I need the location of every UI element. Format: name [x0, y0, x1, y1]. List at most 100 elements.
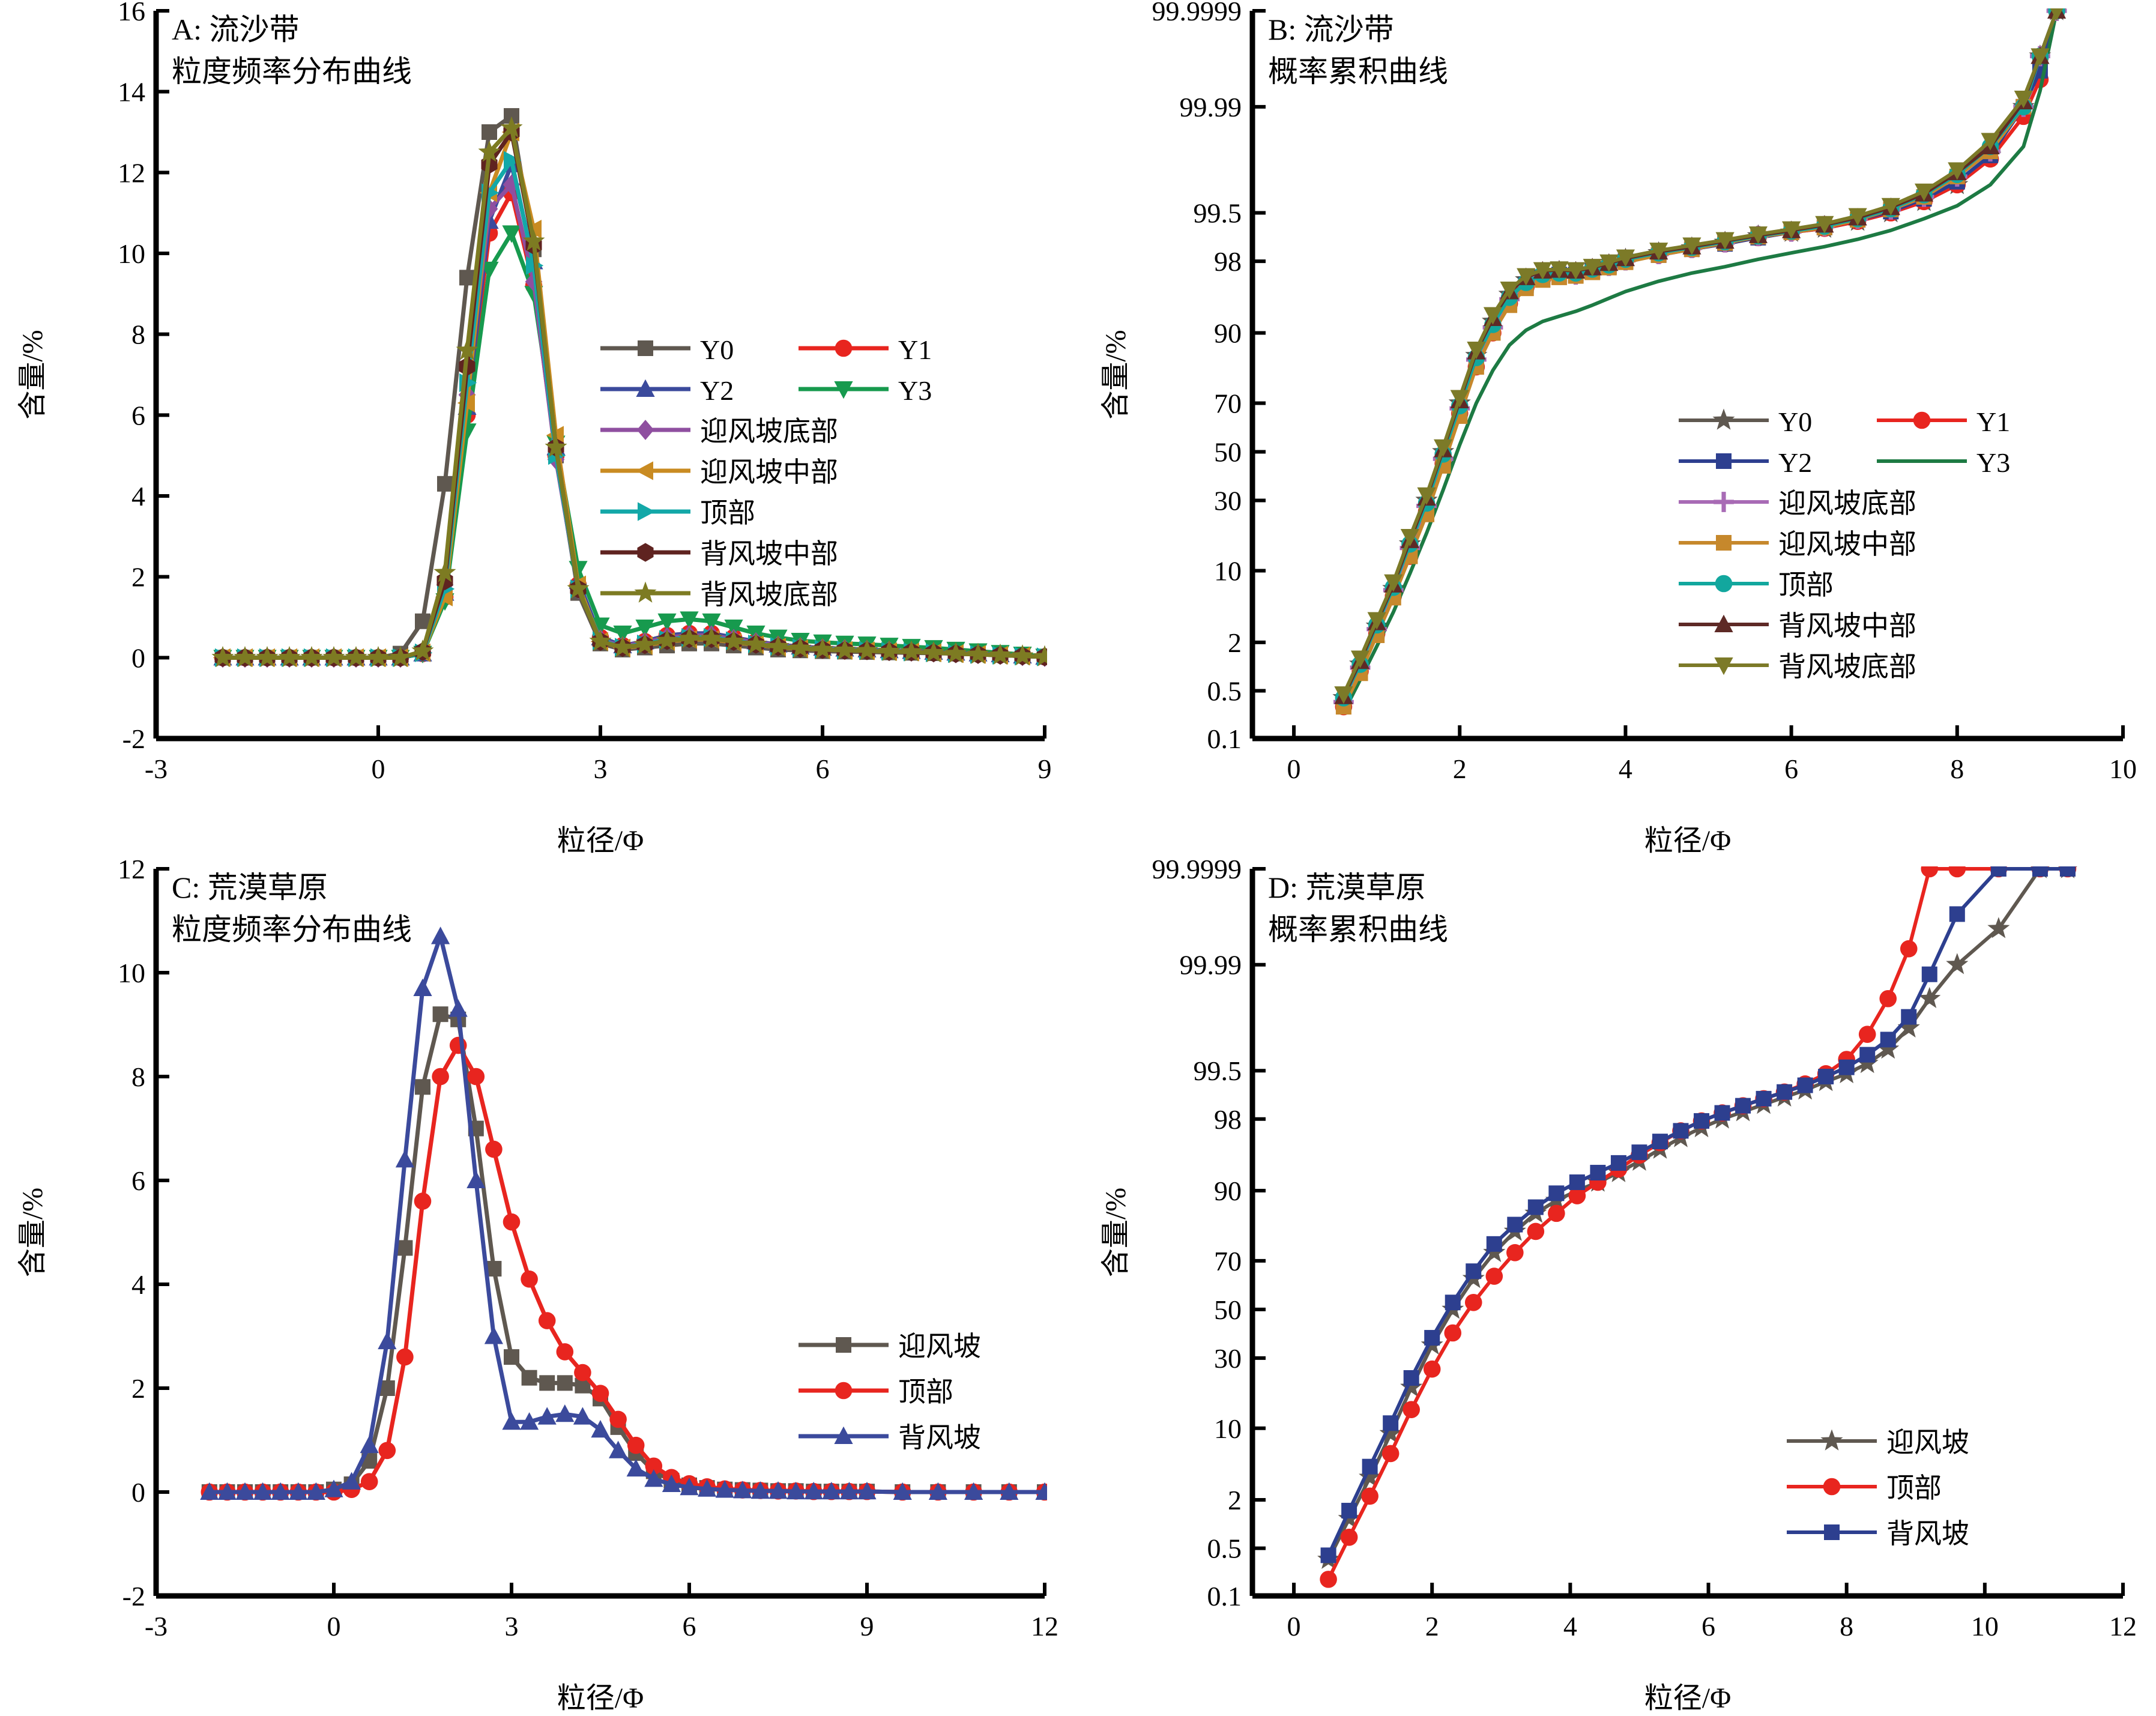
legend-item[interactable]: Y2 [1679, 447, 1812, 478]
legend-label: 迎风坡中部 [700, 457, 838, 488]
legend-item[interactable]: 顶部 [600, 498, 755, 528]
legend-item[interactable]: Y0 [600, 334, 734, 365]
series-3 [1320, 866, 2076, 1563]
panel-title-line2: 粒度频率分布曲线 [172, 913, 412, 946]
legend-item[interactable]: 背风坡 [799, 1422, 981, 1453]
x-tick-label: 0 [1287, 1611, 1301, 1642]
y-tick-label: 2 [1228, 627, 1242, 658]
legend-label: Y1 [898, 334, 932, 365]
y-tick-label: 10 [118, 238, 145, 269]
legend-item[interactable]: 背风坡中部 [1679, 611, 1916, 641]
legend-item[interactable]: 迎风坡中部 [600, 457, 838, 488]
legend-label: 背风坡 [898, 1422, 981, 1453]
panel-c-frequency-huangmo: -3 0 3 6 9 12 -2 0 2 4 6 8 10 12 粒径/Φ 含量/% C: 荒漠草原 粒度频率分布… [0, 858, 1078, 1716]
y-tick-label: 0 [131, 642, 145, 673]
legend-item[interactable]: Y1 [799, 334, 932, 365]
y-tick-label: 2 [131, 562, 145, 593]
y-tick-label: 90 [1214, 318, 1242, 348]
x-tick-label: 2 [1425, 1611, 1439, 1642]
series-9 [1334, 8, 2064, 704]
axes: -3 0 3 6 9 -2 0 2 4 6 8 10 12 14 16 [118, 0, 1052, 784]
plot-area [1332, 8, 2067, 716]
x-tick-label: 6 [683, 1611, 696, 1642]
legend-label: 背风坡底部 [1778, 651, 1916, 682]
y-tick-label: 99.5 [1194, 198, 1242, 228]
legend-item[interactable]: 迎风坡底部 [1679, 488, 1916, 519]
x-axis-title: 粒径/Φ [557, 825, 644, 857]
chart-panel-a: -3 0 3 6 9 -2 0 2 4 6 8 10 12 14 16 粒径/Φ 含量/% A: 流沙带粒度频率分… [17, 0, 1052, 857]
legend-label: 背风坡中部 [700, 539, 838, 569]
legend-item[interactable]: 迎风坡 [799, 1331, 981, 1362]
legend-item[interactable]: Y3 [1877, 447, 2010, 478]
y-tick-label: 6 [131, 1165, 145, 1196]
y-axis-title: 含量/% [17, 1188, 49, 1277]
x-tick-label: 3 [505, 1611, 519, 1642]
y-tick-label: 0.5 [1207, 1533, 1242, 1564]
legend-item[interactable]: 背风坡底部 [1679, 651, 1916, 682]
panel-title-line1: B: 流沙带 [1268, 13, 1394, 46]
series-6 [1335, 8, 2065, 715]
legend-item[interactable]: 迎风坡中部 [1679, 529, 1916, 560]
legend-item[interactable]: 背风坡底部 [600, 579, 838, 610]
panel-title-line1: C: 荒漠草原 [172, 871, 328, 904]
y-tick-label: 0.1 [1207, 724, 1242, 754]
legend-item[interactable]: Y3 [799, 375, 932, 406]
legend-label: 顶部 [898, 1377, 953, 1407]
x-tick-label: 4 [1563, 1611, 1577, 1642]
panel-title-line1: A: 流沙带 [172, 13, 300, 46]
legend-item[interactable]: 顶部 [1787, 1473, 1942, 1503]
legend-item[interactable]: 顶部 [799, 1377, 953, 1407]
x-tick-label: 9 [860, 1611, 874, 1642]
axes: 0 2 4 6 8 10 12 99.9999 99.99 99.5 98 90 70 50 30 10 2 0.… [1152, 858, 2137, 1642]
legend-label: 迎风坡中部 [1778, 529, 1916, 560]
y-tick-label: 50 [1214, 437, 1242, 467]
axes: -3 0 3 6 9 12 -2 0 2 4 6 8 10 12 [118, 858, 1058, 1642]
legend-item[interactable]: Y2 [600, 375, 734, 406]
chart-panel-b: 0 2 4 6 8 10 99.9999 99.99 99.5 98 90 70 50 30 10 2 0.5 0… [1100, 0, 2137, 857]
legend-item[interactable]: 背风坡 [1787, 1518, 1969, 1549]
y-axis-title: 含量/% [1100, 1188, 1132, 1277]
y-tick-label: 30 [1214, 1343, 1242, 1374]
x-tick-label: 10 [1971, 1611, 1999, 1642]
x-tick-label: 6 [1784, 754, 1798, 784]
legend-item[interactable]: 迎风坡底部 [600, 416, 838, 447]
y-tick-label: 98 [1214, 246, 1242, 277]
y-tick-label: -2 [122, 1581, 145, 1612]
x-axis-title: 粒径/Φ [557, 1682, 644, 1714]
series-3 [1335, 8, 2065, 710]
legend-item[interactable]: Y1 [1877, 406, 2010, 437]
plot-area [1317, 866, 2077, 1588]
y-tick-label: 4 [131, 481, 145, 512]
x-tick-label: 0 [372, 754, 385, 784]
series-5 [1333, 8, 2067, 713]
legend-item[interactable]: 背风坡中部 [600, 539, 838, 569]
legend-item[interactable]: 迎风坡 [1787, 1427, 1969, 1458]
x-tick-label: 9 [1038, 754, 1052, 784]
panel-title-line1: D: 荒漠草原 [1268, 871, 1426, 904]
y-tick-label: 10 [1214, 556, 1242, 587]
x-axis-title: 粒径/Φ [1644, 1682, 1731, 1714]
series-8 [1334, 8, 2067, 704]
series-9 [211, 116, 1047, 668]
y-tick-label: 99.99 [1180, 950, 1242, 980]
legend-item[interactable]: 顶部 [1679, 570, 1834, 600]
chart-panel-c: -3 0 3 6 9 12 -2 0 2 4 6 8 10 12 粒径/Φ 含量/% C: 荒漠草原粒度频率分布… [17, 858, 1058, 1714]
legend-label: Y2 [700, 375, 734, 406]
y-tick-label: 2 [131, 1373, 145, 1404]
series-4 [213, 225, 1047, 668]
y-tick-label: 12 [118, 858, 145, 884]
legend-item[interactable]: Y0 [1679, 406, 1812, 437]
legend-label: Y0 [700, 334, 734, 365]
x-tick-label: 0 [327, 1611, 341, 1642]
y-tick-label: 8 [131, 319, 145, 350]
y-tick-label: 12 [118, 157, 145, 188]
legend-label: 顶部 [700, 498, 755, 528]
y-tick-label: 2 [1228, 1485, 1242, 1515]
x-tick-label: 6 [1702, 1611, 1715, 1642]
y-axis-title: 含量/% [1100, 330, 1132, 419]
y-tick-label: 50 [1214, 1295, 1242, 1325]
axes: 0 2 4 6 8 10 99.9999 99.99 99.5 98 90 70 50 30 10 2 0.5 0… [1152, 0, 2137, 784]
